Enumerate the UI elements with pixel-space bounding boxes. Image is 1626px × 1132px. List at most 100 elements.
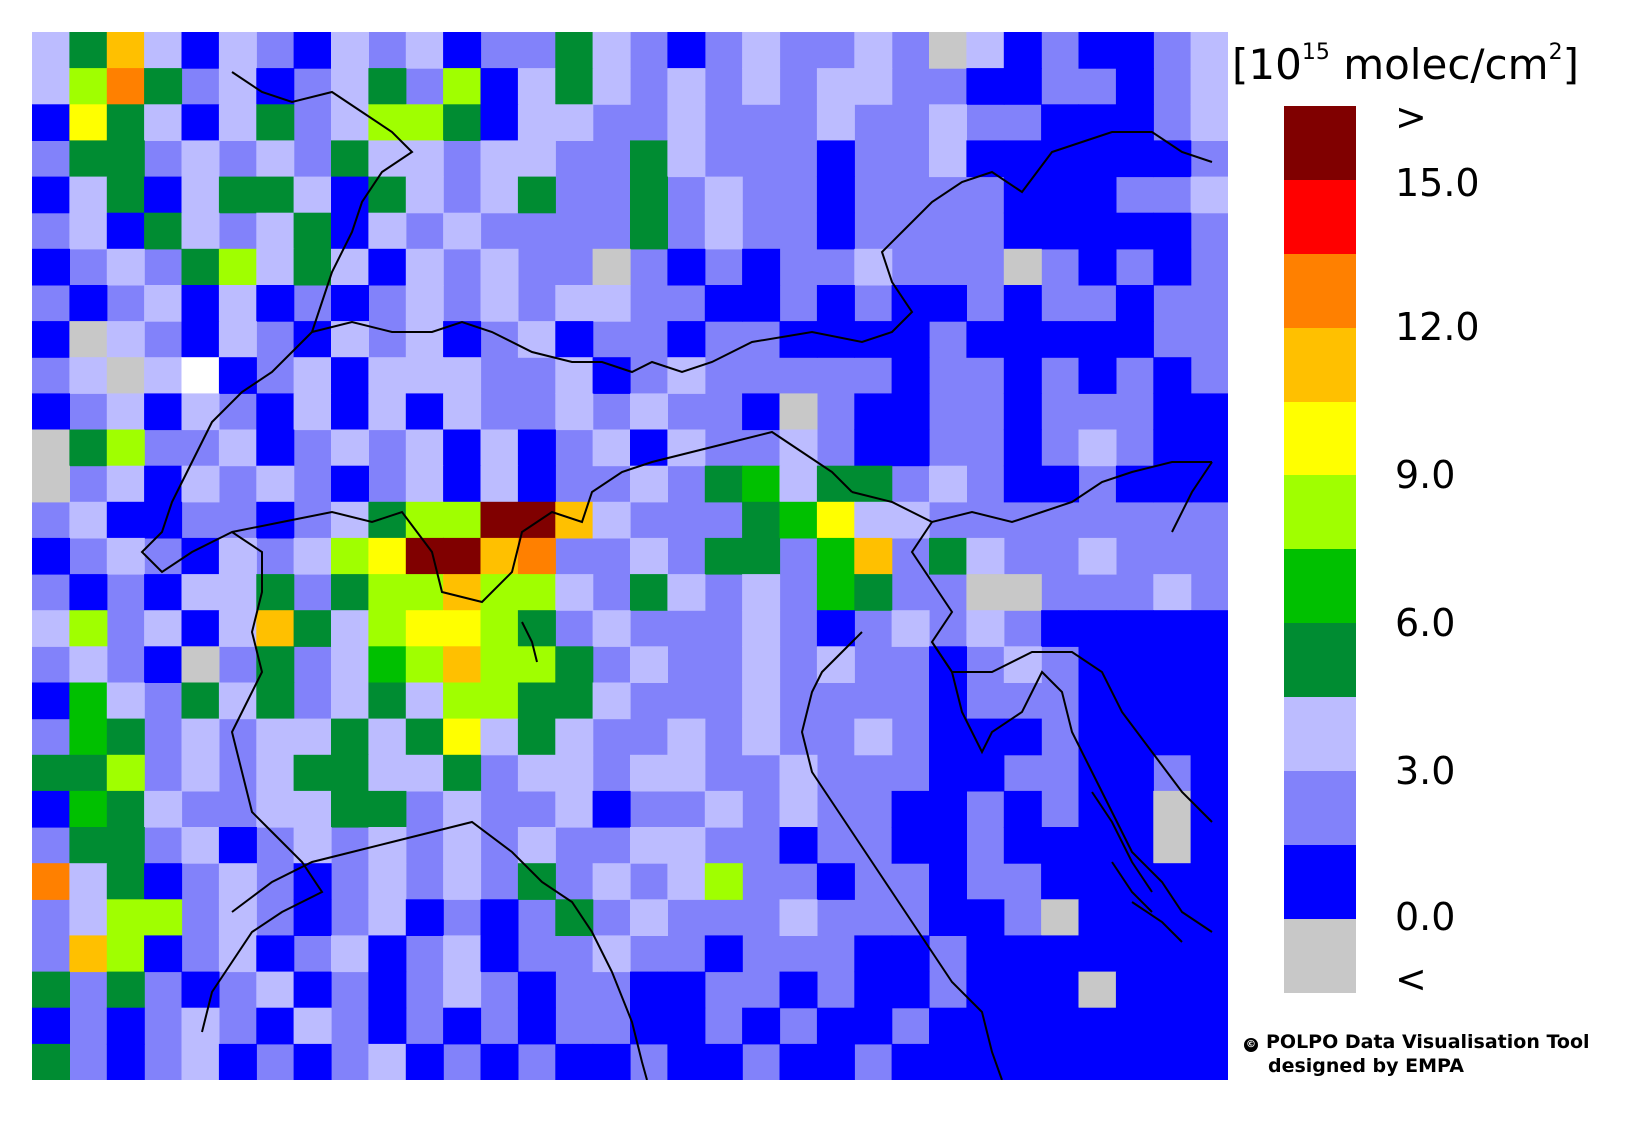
grid-cell <box>106 682 145 720</box>
grid-cell <box>218 429 257 467</box>
grid-cell <box>256 212 295 250</box>
colorbar-units-label: [1015 molec/cm2] <box>1232 40 1579 89</box>
grid-cell <box>443 212 482 250</box>
grid-cell <box>854 935 893 973</box>
grid-cell <box>405 140 444 178</box>
grid-cell <box>106 537 145 575</box>
grid-cell <box>106 321 145 358</box>
grid-cell <box>1190 646 1228 683</box>
grid-cell <box>854 32 893 69</box>
grid-cell <box>966 140 1005 178</box>
grid-cell <box>1003 574 1042 611</box>
grid-cell <box>929 754 967 792</box>
grid-cell <box>106 357 145 394</box>
grid-cell <box>218 68 257 105</box>
grid-cell <box>480 68 519 105</box>
grid-cell <box>1078 863 1117 900</box>
grid-cell <box>966 754 1005 792</box>
grid-cell <box>555 646 594 683</box>
grid-cell <box>592 32 631 69</box>
grid-cell <box>592 248 631 286</box>
grid-cell <box>1003 1043 1042 1080</box>
grid-cell <box>517 754 556 792</box>
grid-cell <box>256 429 295 467</box>
grid-cell <box>1153 212 1192 250</box>
grid-cell <box>405 357 444 394</box>
grid-cell <box>405 754 444 792</box>
grid-cell <box>405 646 444 683</box>
grid-cell <box>779 465 818 503</box>
grid-cell <box>480 646 519 683</box>
grid-cell <box>218 104 257 141</box>
grid-cell <box>630 971 668 1009</box>
grid-cell <box>854 429 893 467</box>
lake-garda <box>521 621 538 663</box>
grid-cell <box>704 465 743 503</box>
grid-cell <box>218 827 257 864</box>
grid-cell <box>218 176 257 214</box>
grid-cell <box>1190 1043 1228 1080</box>
grid-cell <box>517 1007 556 1045</box>
grid-cell <box>368 971 407 1009</box>
colorbar-tick-9: 9.0 <box>1395 453 1456 497</box>
grid-cell <box>1041 1043 1080 1080</box>
grid-cell <box>1041 935 1080 973</box>
grid-cell <box>293 718 332 756</box>
grid-cell <box>742 501 781 539</box>
grid-cell <box>1153 718 1192 756</box>
grid-cell <box>1153 1043 1192 1080</box>
grid-cell <box>480 248 519 286</box>
grid-cell <box>480 465 519 503</box>
grid-cell <box>32 754 70 792</box>
grid-cell <box>443 104 482 141</box>
grid-cell <box>1078 140 1117 178</box>
grid-cell <box>1115 321 1154 358</box>
grid-cell <box>1078 248 1117 286</box>
no2-grid-map <box>32 32 1228 1080</box>
grid-cell <box>517 537 556 575</box>
colorbar-bin-7.5-9 <box>1284 475 1356 550</box>
grid-cell <box>517 610 556 647</box>
grid-cell <box>331 32 369 69</box>
grid-cell <box>144 393 183 431</box>
grid-cell <box>32 1007 70 1045</box>
grid-cell <box>517 863 556 900</box>
grid-cell <box>368 1043 407 1080</box>
grid-cell <box>181 176 220 214</box>
grid-cell <box>32 682 70 720</box>
grid-cell <box>742 285 781 322</box>
colorbar-label-below: < <box>1395 957 1427 1001</box>
coast-islands <box>1091 791 1183 943</box>
grid-cell <box>331 140 369 178</box>
grid-cell <box>106 827 145 864</box>
grid-cell <box>592 68 631 105</box>
colorbar <box>1284 106 1356 993</box>
grid-cell <box>106 971 145 1009</box>
grid-cell <box>218 1043 257 1080</box>
grid-cell <box>69 610 108 647</box>
grid-cell <box>816 537 855 575</box>
grid-cell <box>1115 32 1154 69</box>
grid-cell <box>331 104 369 141</box>
grid-cell <box>555 285 594 322</box>
grid-cell <box>517 682 556 720</box>
grid-cell <box>1078 754 1117 792</box>
grid-cell <box>1115 104 1154 141</box>
grid-cell <box>704 1043 743 1080</box>
grid-cell <box>667 1007 706 1045</box>
grid-cell <box>69 32 108 69</box>
grid-cell <box>1153 682 1192 720</box>
grid-cell <box>144 899 183 936</box>
grid-cell <box>106 465 145 503</box>
grid-cell <box>144 646 183 683</box>
grid-cell <box>443 863 482 900</box>
grid-cell <box>69 501 108 539</box>
grid-cell <box>443 32 482 69</box>
grid-cell <box>1190 429 1228 467</box>
grid-cell <box>555 321 594 358</box>
grid-cell <box>256 140 295 178</box>
grid-cell <box>630 646 668 683</box>
grid-cell <box>293 537 332 575</box>
grid-cell <box>293 827 332 864</box>
grid-cell <box>1115 935 1154 973</box>
